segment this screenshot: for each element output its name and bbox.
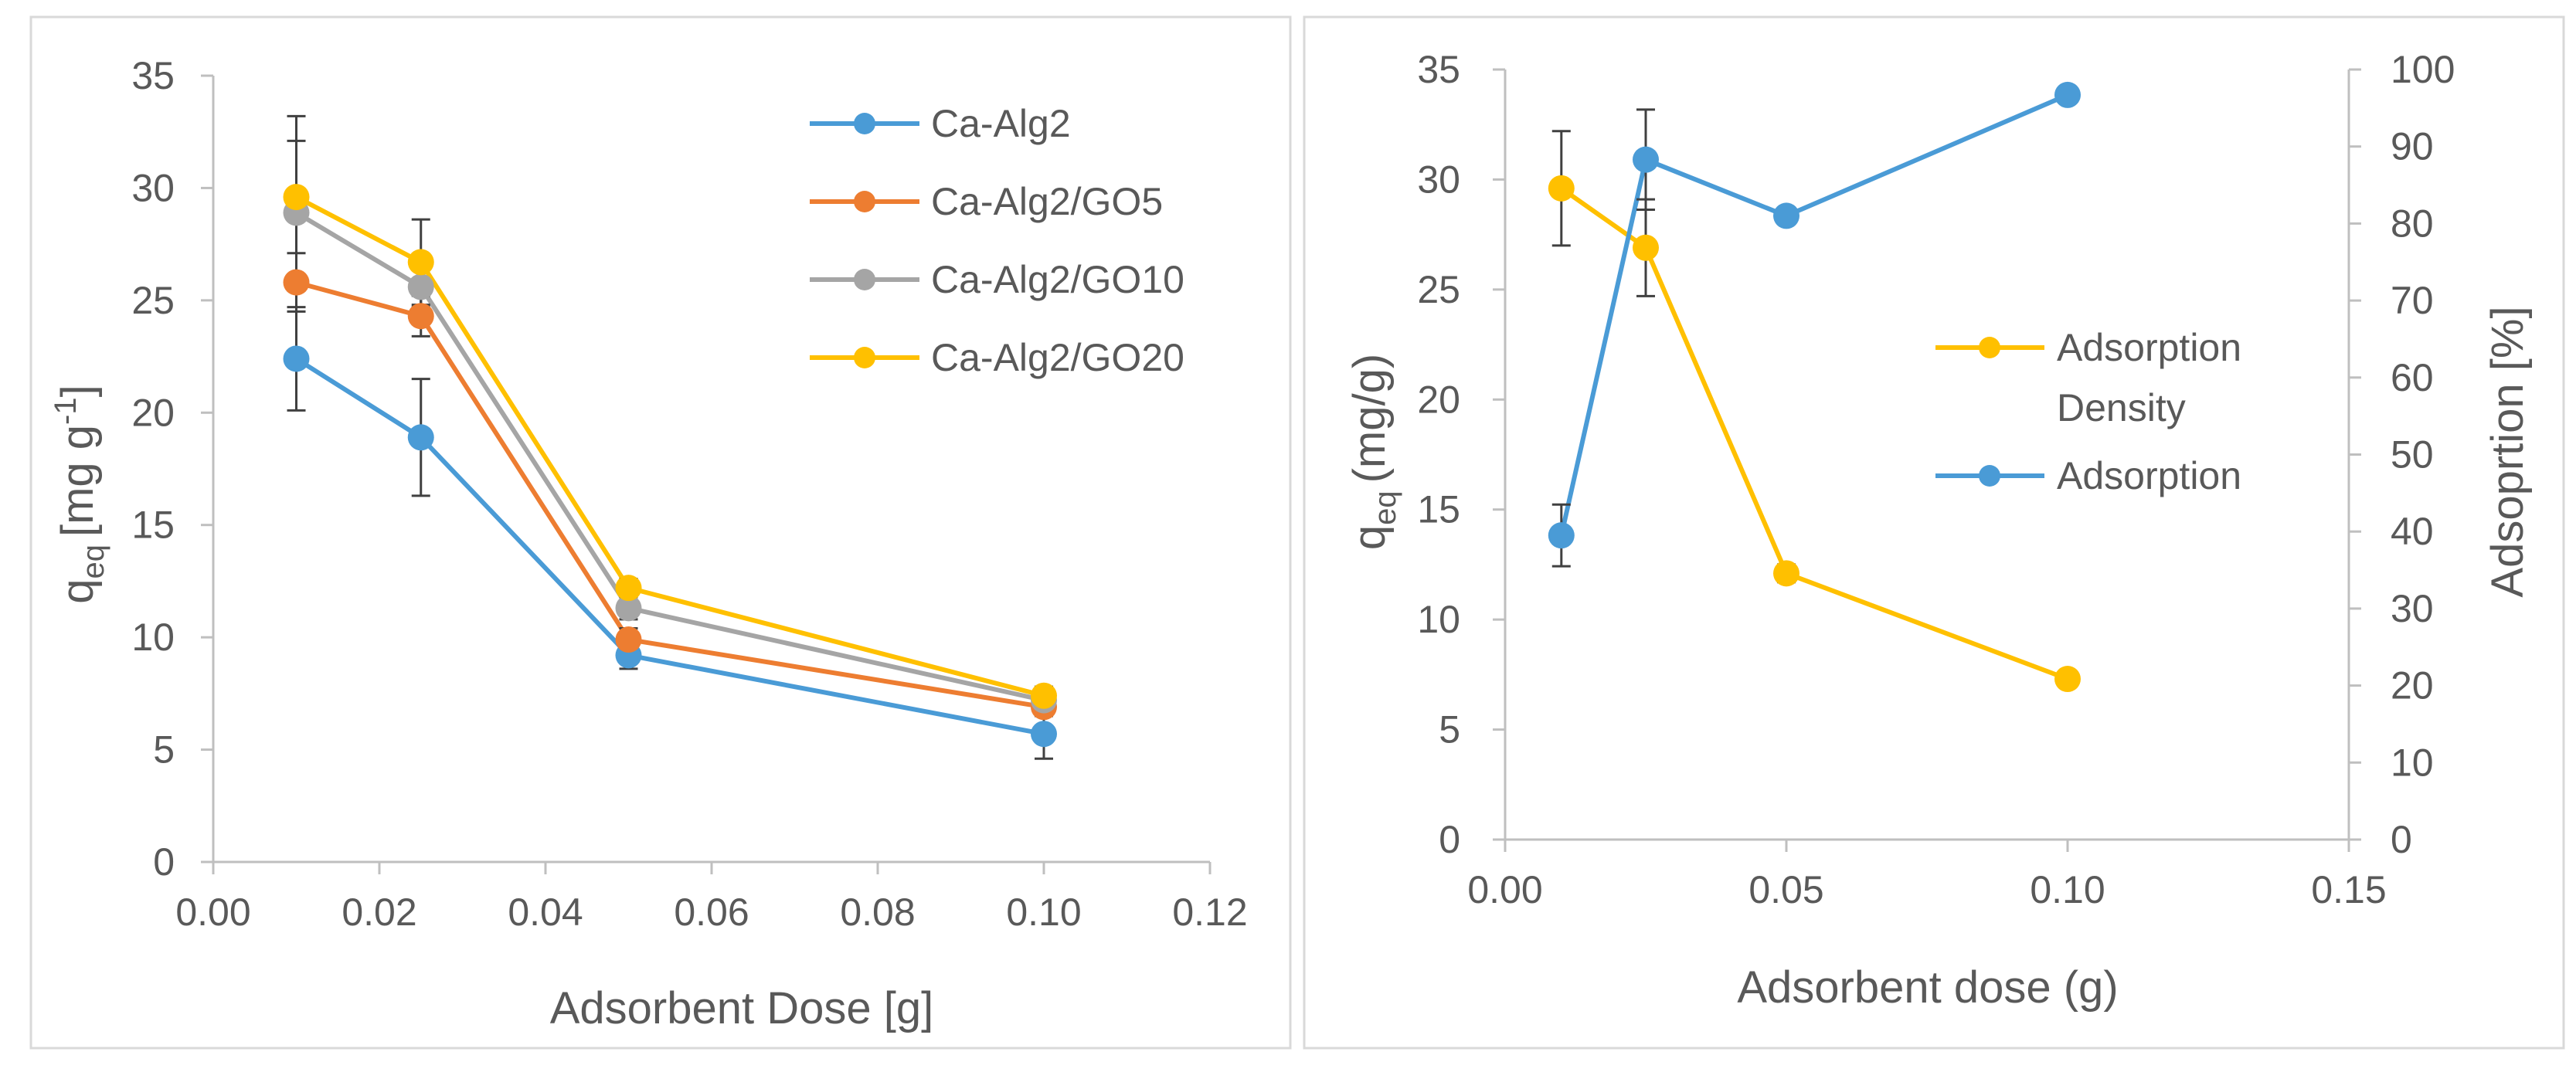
left-y-title-sub: eq (76, 545, 110, 579)
right-legend: Adsorption Density Adsorption (1935, 326, 2241, 497)
legend-label-line: Adsorption (2057, 326, 2241, 369)
legend-marker-1 (854, 113, 875, 134)
right-y-tick-label: 15 (1417, 488, 1460, 531)
left-y-title-close: ] (53, 385, 103, 397)
left-y-tick-label: 15 (131, 504, 175, 547)
left-x-tick-label: 0.02 (342, 891, 416, 934)
legend-marker-1 (1979, 337, 2000, 358)
left-y-tick-label: 30 (131, 166, 175, 209)
left-series-3-point (615, 595, 642, 622)
right-y2-tick-label: 70 (2391, 279, 2434, 322)
right-y2-tick-label: 10 (2391, 741, 2434, 784)
left-legend: Ca-Alg2 Ca-Alg2/GO5 Ca-Alg2/GO10 Ca-Alg2/GO… (810, 102, 1184, 379)
right-y2-axis-title: Adsoprtion [%] (2483, 306, 2533, 597)
legend-marker-4 (854, 347, 875, 368)
right-y-axis-title: qeq (mg/g) (1344, 354, 1402, 550)
legend-marker-2 (1979, 465, 2000, 487)
left-series-line-3 (294, 210, 1045, 703)
right-y2-tick-label: 0 (2391, 818, 2412, 861)
right-y-title-sub: eq (1368, 490, 1402, 525)
right-series-2-point (2054, 81, 2081, 108)
left-series-1-point (1031, 721, 1057, 748)
right-chart: 0 5 10 15 20 25 30 35 0 10 20 30 40 50 60 70 80 90 100 0.00… (1417, 48, 2455, 911)
right-panel-frame (1303, 15, 2565, 1050)
right-y2-tick-label: 80 (2391, 202, 2434, 245)
right-series-1-point (1773, 560, 1799, 587)
right-y-tick-label: 30 (1417, 158, 1460, 201)
right-y-tick-label: 25 (1417, 268, 1460, 311)
right-y-tick-label: 0 (1439, 818, 1460, 861)
left-series-line-2 (295, 280, 1045, 710)
right-series-line-1 (1560, 186, 2069, 681)
right-y2-tick-label: 100 (2391, 48, 2455, 91)
right-series-2-point (1633, 146, 1659, 173)
left-y-tick-label: 35 (131, 54, 175, 97)
right-y-tick-label: 35 (1417, 48, 1460, 91)
legend-marker-3 (854, 269, 875, 290)
left-x-tick-label: 0.00 (175, 891, 250, 934)
left-chart: 0 5 10 15 20 25 30 35 0.00 0.02 0.04 0.06 0.08 0.10 0.… (131, 54, 1247, 934)
left-x-tick-label: 0.12 (1172, 891, 1247, 934)
left-panel-frame (29, 15, 1292, 1050)
left-series-line-4 (295, 195, 1045, 698)
left-y-title-base: q (53, 579, 103, 604)
left-y-tick-label: 25 (131, 279, 175, 322)
right-y2-tick-label: 60 (2391, 356, 2434, 399)
left-series-1-point (407, 424, 434, 451)
left-y-tick-label: 20 (131, 391, 175, 434)
right-y-tick-label: 20 (1417, 378, 1460, 421)
right-y2-tick-label: 40 (2391, 510, 2434, 553)
left-series-2-point (283, 269, 310, 296)
right-series-2-point (1773, 202, 1799, 229)
legend-label-line: Density (2057, 386, 2186, 429)
left-y-title-unit: [mg g (53, 425, 103, 537)
left-x-tick-label: 0.08 (840, 891, 915, 934)
left-y-tick-label: 5 (153, 728, 175, 772)
left-series-1-point (283, 345, 310, 372)
right-x-axis-title: Adsorbent dose (g) (1737, 962, 2118, 1013)
legend-marker-2 (854, 191, 875, 212)
right-y-title-unit: (mg/g) (1344, 354, 1395, 484)
right-series-line-2 (1558, 93, 2069, 536)
left-y-tick-label: 0 (153, 840, 175, 884)
left-y-tick-label: 10 (131, 616, 175, 659)
left-series-4-point (615, 575, 642, 602)
left-series-4-point (407, 249, 434, 276)
right-y2-tick-label: 20 (2391, 664, 2434, 707)
legend-label-line: Adsorption (2057, 454, 2241, 497)
left-x-tick-label: 0.06 (674, 891, 749, 934)
right-x-tick-label: 0.10 (2030, 868, 2105, 911)
left-y-axis-title: qeq [mg g-1] (49, 385, 110, 604)
right-series-2-point (1548, 522, 1575, 549)
right-y-tick-label: 10 (1417, 598, 1460, 641)
left-series-2-point (407, 303, 434, 330)
left-series-4-point (1031, 682, 1057, 709)
left-series-2-point (615, 626, 642, 653)
right-series-1-point (1633, 234, 1659, 261)
left-series-3-point (407, 273, 434, 300)
right-y2-tick-label: 90 (2391, 125, 2434, 168)
right-y-title-base: q (1344, 525, 1395, 550)
legend-label-2: Ca-Alg2/GO5 (931, 180, 1163, 223)
left-x-tick-label: 0.10 (1006, 891, 1081, 934)
legend-label-3: Ca-Alg2/GO10 (931, 258, 1184, 301)
legend-label-1: Adsorption Density (2057, 326, 2241, 429)
legend-label-1: Ca-Alg2 (931, 102, 1071, 145)
right-x-tick-label: 0.05 (1748, 868, 1823, 911)
left-x-axis-title: Adsorbent Dose [g] (550, 983, 934, 1033)
right-series-1-point (2054, 666, 2081, 693)
left-x-tick-label: 0.04 (508, 891, 583, 934)
right-y2-tick-label: 30 (2391, 587, 2434, 630)
left-y-title-sup: -1 (49, 397, 83, 425)
right-x-tick-label: 0.15 (2311, 868, 2386, 911)
left-series-line-1 (294, 356, 1045, 737)
legend-label-2: Adsorption (2057, 454, 2241, 497)
legend-label-4: Ca-Alg2/GO20 (931, 336, 1184, 379)
right-y2-tick-label: 50 (2391, 433, 2434, 477)
right-series-1-point (1548, 175, 1575, 202)
left-series-4-point (283, 184, 310, 211)
right-x-tick-label: 0.00 (1467, 868, 1542, 911)
right-y-tick-label: 5 (1439, 708, 1460, 752)
